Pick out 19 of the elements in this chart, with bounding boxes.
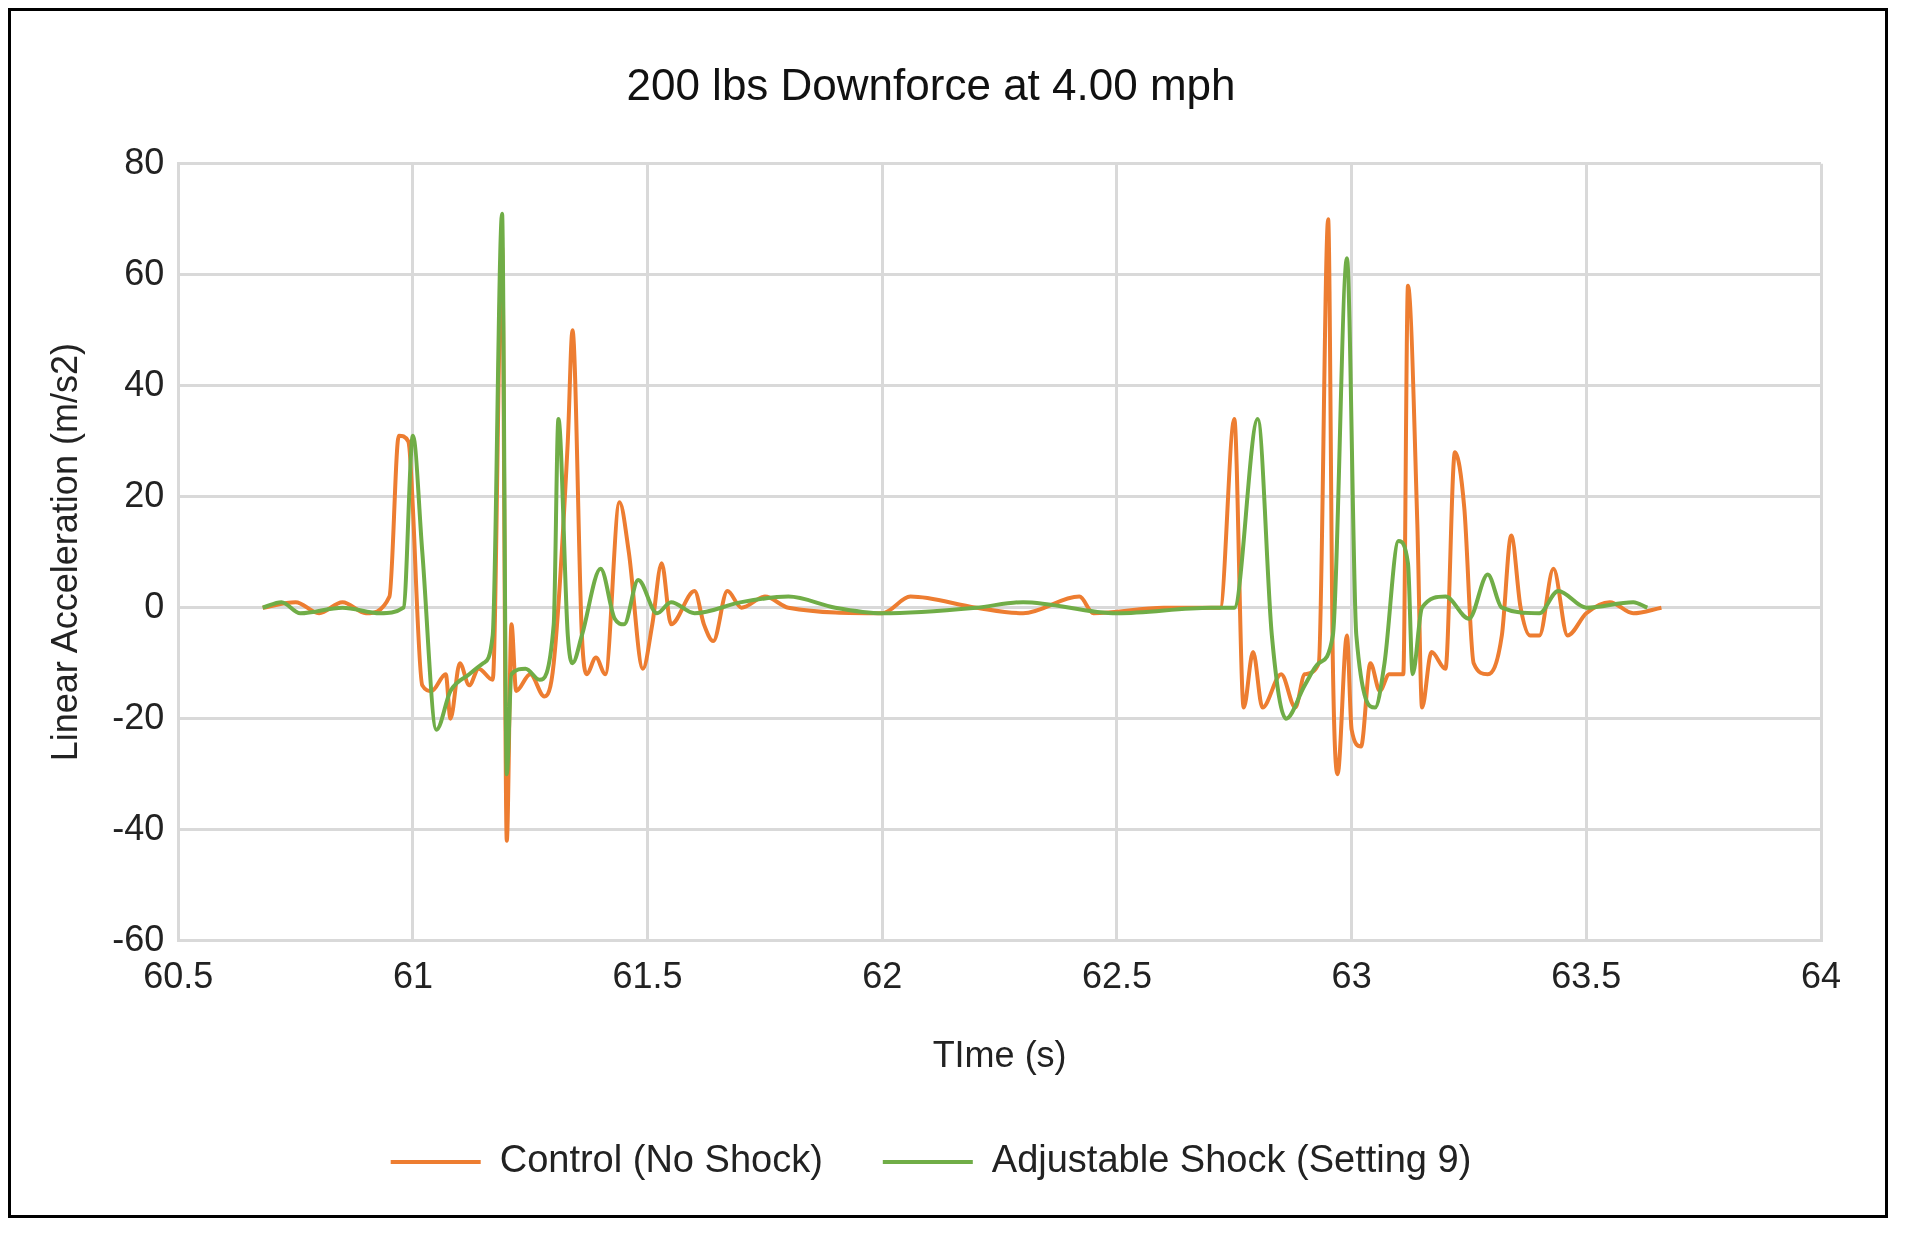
chart-title: 200 lbs Downforce at 4.00 mph — [626, 59, 1236, 109]
y-tick-label: 80 — [124, 140, 165, 182]
y-axis-title: Linear Acceleration (m/s2) — [43, 343, 85, 762]
y-tick-label: 40 — [124, 362, 165, 404]
x-tick-label: 61 — [392, 955, 433, 997]
y-tick-label: 20 — [124, 473, 165, 515]
x-tick-label: 63.5 — [1551, 955, 1622, 997]
x-tick-label: 61.5 — [612, 955, 683, 997]
x-axis-title: TIme (s) — [932, 1034, 1067, 1076]
y-tick-label: 0 — [144, 584, 165, 626]
y-tick-label: -20 — [112, 695, 165, 737]
y-tick-label: 60 — [124, 251, 165, 293]
x-tick-label: 64 — [1800, 955, 1842, 997]
y-tick-label: -40 — [112, 806, 165, 848]
x-tick-label: 63 — [1331, 955, 1372, 997]
x-tick-label: 62 — [862, 955, 903, 997]
legend-label: Adjustable Shock (Setting 9) — [991, 1138, 1472, 1181]
x-tick-label: 62.5 — [1081, 955, 1152, 997]
legend-label: Control (No Shock) — [499, 1138, 823, 1181]
